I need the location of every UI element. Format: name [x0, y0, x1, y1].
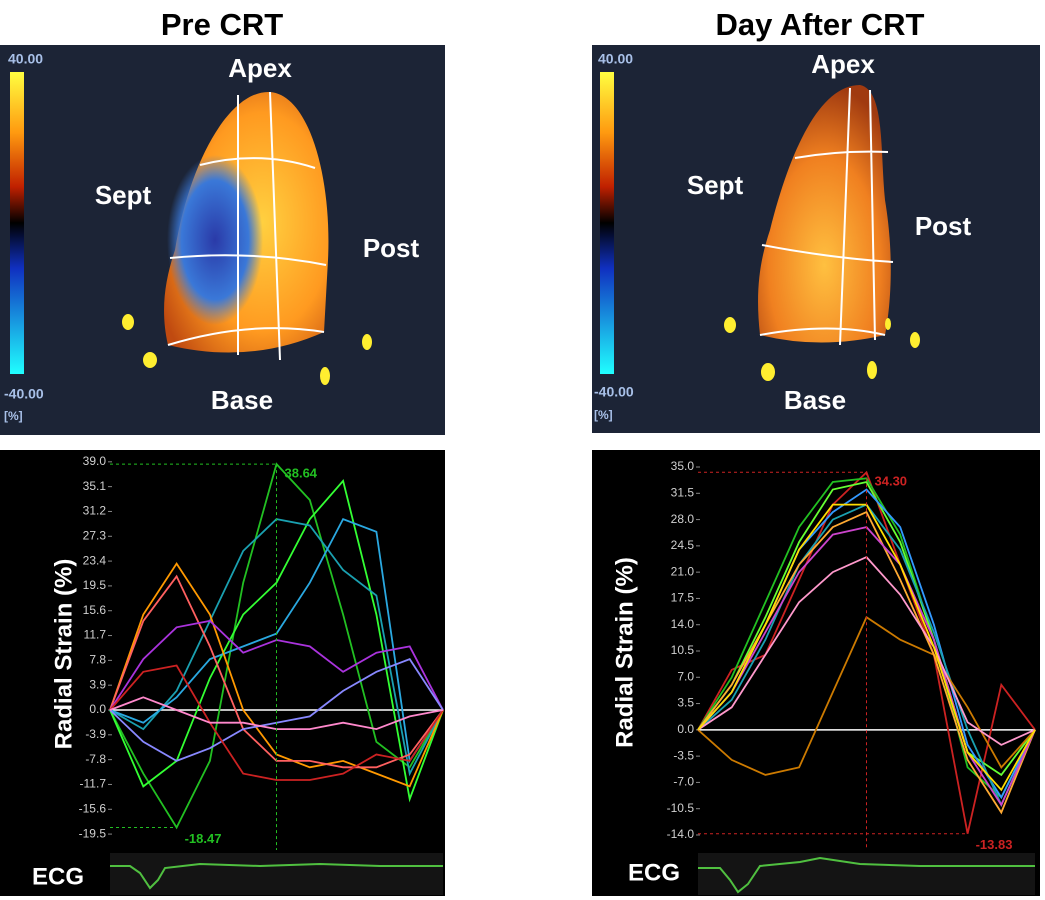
- y-tick-label: -10.5: [667, 801, 695, 815]
- panel-title: Day After CRT: [716, 7, 925, 42]
- annotation-label: 38.64: [285, 466, 318, 481]
- series-line: [697, 480, 1036, 777]
- annotation-label: 34.30: [875, 474, 908, 489]
- y-axis-label: Radial Strain (%): [50, 559, 77, 750]
- y-tick-label: 35.0: [671, 459, 695, 473]
- y-tick-label: 7.0: [677, 669, 694, 683]
- segment-grid: [759, 87, 894, 346]
- colorbar-min: -40.00: [4, 386, 44, 402]
- series-line: [109, 462, 444, 830]
- y-tick-label: 10.5: [671, 643, 695, 657]
- y-tick-label: 17.5: [671, 591, 695, 605]
- y-tick-label: -3.9: [85, 727, 106, 741]
- y-tick-label: 3.5: [677, 696, 694, 710]
- annotation-label: -18.47: [185, 831, 222, 846]
- ecg-trace: [110, 862, 443, 890]
- y-axis-label: Radial Strain (%): [611, 557, 638, 748]
- y-tick-label: -15.6: [79, 801, 107, 815]
- region-label: Sept: [687, 170, 744, 200]
- markers: [724, 317, 920, 381]
- region-label: Post: [915, 211, 972, 241]
- colorbar: [10, 72, 24, 374]
- region-label: Apex: [228, 53, 292, 83]
- colorbar-unit: [%]: [594, 408, 613, 422]
- ventricle: [758, 85, 891, 343]
- y-tick-label: 7.8: [89, 653, 106, 667]
- y-tick-label: 21.0: [671, 564, 695, 578]
- annotation-label: -13.83: [976, 837, 1013, 852]
- strain-map: [592, 45, 1040, 433]
- y-tick-label: 31.5: [671, 485, 695, 499]
- y-tick-label: -7.8: [85, 752, 106, 766]
- ecg-trace: [698, 856, 1035, 894]
- markers: [122, 314, 372, 385]
- region-label: Post: [363, 233, 420, 263]
- colorbar-min: -40.00: [594, 384, 634, 400]
- region-label: Sept: [95, 180, 152, 210]
- y-tick-label: 0.0: [89, 702, 106, 716]
- y-tick-label: -7.0: [673, 775, 694, 789]
- y-tick-label: -19.5: [79, 826, 107, 840]
- y-tick-label: 19.5: [83, 578, 107, 592]
- y-tick-label: 24.5: [671, 538, 695, 552]
- y-tick-label: 3.9: [89, 677, 106, 691]
- y-tick-label: 39.0: [83, 454, 107, 468]
- y-tick-label: -14.0: [667, 827, 695, 841]
- y-tick-label: 27.3: [83, 528, 107, 542]
- ecg-label: ECG: [628, 859, 680, 886]
- y-tick-label: 31.2: [83, 504, 107, 518]
- segment-grid: [167, 91, 327, 361]
- panel-title: Pre CRT: [161, 7, 283, 42]
- chart-background: [0, 450, 445, 896]
- series-line: [109, 479, 444, 803]
- region-label: Base: [784, 385, 846, 415]
- y-tick-label: 15.6: [83, 603, 107, 617]
- strain-map: [0, 45, 445, 435]
- region-label: Apex: [811, 49, 875, 79]
- colorbar-unit: [%]: [4, 409, 23, 423]
- colorbar-max: 40.00: [598, 51, 633, 67]
- series-line: [697, 510, 1036, 815]
- negative-strain-region: [167, 155, 263, 325]
- y-tick-label: 14.0: [671, 617, 695, 631]
- colorbar: [600, 72, 614, 374]
- series-line: [109, 664, 444, 781]
- ecg-label: ECG: [32, 863, 84, 890]
- y-tick-label: 28.0: [671, 512, 695, 526]
- ecg-strip: [110, 853, 443, 895]
- region-label: Base: [211, 385, 273, 415]
- y-tick-label: 23.4: [83, 553, 107, 567]
- y-tick-label: -3.5: [673, 748, 694, 762]
- y-tick-label: 11.7: [84, 628, 107, 642]
- y-tick-label: 0.0: [677, 722, 694, 736]
- ecg-strip: [698, 853, 1035, 895]
- y-tick-label: -11.7: [80, 777, 107, 791]
- y-tick-label: 35.1: [83, 479, 107, 493]
- colorbar-max: 40.00: [8, 51, 43, 67]
